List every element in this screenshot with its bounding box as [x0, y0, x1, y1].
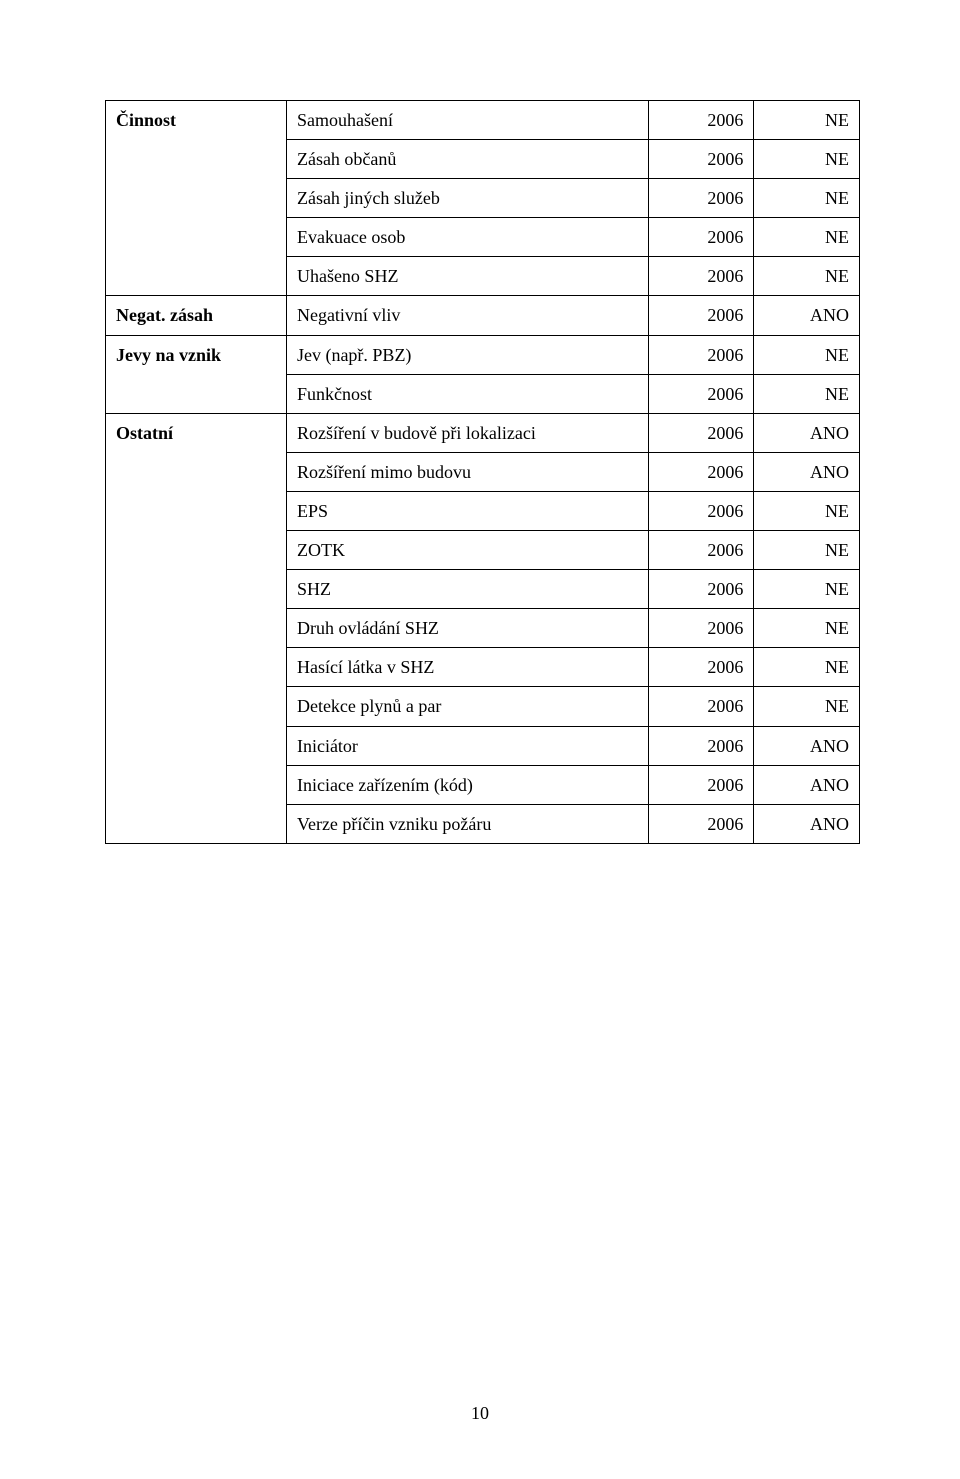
label-cell: Detekce plynů a par	[286, 687, 648, 726]
year-cell: 2006	[648, 296, 754, 335]
year-cell: 2006	[648, 570, 754, 609]
value-cell: NE	[754, 570, 860, 609]
year-cell: 2006	[648, 374, 754, 413]
value-cell: NE	[754, 335, 860, 374]
label-cell: Evakuace osob	[286, 218, 648, 257]
data-table: Činnost Samouhašení 2006 NE Zásah občanů…	[105, 100, 860, 844]
value-cell: NE	[754, 179, 860, 218]
label-cell: Uhašeno SHZ	[286, 257, 648, 296]
table-row: Ostatní Rozšíření v budově při lokalizac…	[106, 413, 860, 452]
label-cell: Funkčnost	[286, 374, 648, 413]
year-cell: 2006	[648, 609, 754, 648]
category-cell: Ostatní	[106, 413, 287, 843]
label-cell: Rozšíření mimo budovu	[286, 452, 648, 491]
category-cell: Negat. zásah	[106, 296, 287, 335]
year-cell: 2006	[648, 648, 754, 687]
value-cell: ANO	[754, 765, 860, 804]
table-row: Činnost Samouhašení 2006 NE	[106, 101, 860, 140]
value-cell: ANO	[754, 296, 860, 335]
value-cell: NE	[754, 374, 860, 413]
label-cell: EPS	[286, 491, 648, 530]
page-container: Činnost Samouhašení 2006 NE Zásah občanů…	[0, 0, 960, 1479]
year-cell: 2006	[648, 101, 754, 140]
label-cell: Iniciátor	[286, 726, 648, 765]
table-row: Jevy na vznik Jev (např. PBZ) 2006 NE	[106, 335, 860, 374]
year-cell: 2006	[648, 804, 754, 843]
label-cell: Jev (např. PBZ)	[286, 335, 648, 374]
value-cell: ANO	[754, 413, 860, 452]
label-cell: Rozšíření v budově při lokalizaci	[286, 413, 648, 452]
year-cell: 2006	[648, 218, 754, 257]
year-cell: 2006	[648, 491, 754, 530]
value-cell: NE	[754, 140, 860, 179]
category-cell: Jevy na vznik	[106, 335, 287, 413]
year-cell: 2006	[648, 687, 754, 726]
year-cell: 2006	[648, 335, 754, 374]
year-cell: 2006	[648, 765, 754, 804]
page-number: 10	[0, 1403, 960, 1424]
value-cell: ANO	[754, 804, 860, 843]
year-cell: 2006	[648, 452, 754, 491]
value-cell: NE	[754, 648, 860, 687]
label-cell: Zásah občanů	[286, 140, 648, 179]
label-cell: Verze příčin vzniku požáru	[286, 804, 648, 843]
label-cell: Negativní vliv	[286, 296, 648, 335]
value-cell: ANO	[754, 452, 860, 491]
label-cell: Hasící látka v SHZ	[286, 648, 648, 687]
label-cell: Samouhašení	[286, 101, 648, 140]
value-cell: NE	[754, 687, 860, 726]
value-cell: NE	[754, 218, 860, 257]
label-cell: Iniciace zařízením (kód)	[286, 765, 648, 804]
label-cell: ZOTK	[286, 531, 648, 570]
label-cell: Zásah jiných služeb	[286, 179, 648, 218]
value-cell: NE	[754, 491, 860, 530]
value-cell: NE	[754, 257, 860, 296]
table-row: Negat. zásah Negativní vliv 2006 ANO	[106, 296, 860, 335]
year-cell: 2006	[648, 531, 754, 570]
year-cell: 2006	[648, 179, 754, 218]
year-cell: 2006	[648, 140, 754, 179]
value-cell: NE	[754, 101, 860, 140]
category-cell: Činnost	[106, 101, 287, 296]
label-cell: SHZ	[286, 570, 648, 609]
label-cell: Druh ovládání SHZ	[286, 609, 648, 648]
value-cell: NE	[754, 531, 860, 570]
year-cell: 2006	[648, 726, 754, 765]
year-cell: 2006	[648, 413, 754, 452]
value-cell: NE	[754, 609, 860, 648]
value-cell: ANO	[754, 726, 860, 765]
year-cell: 2006	[648, 257, 754, 296]
